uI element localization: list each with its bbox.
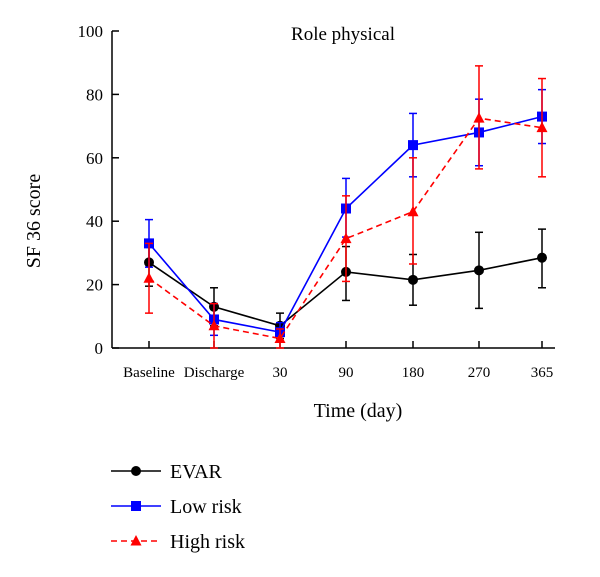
data-point <box>536 121 548 133</box>
x-tick-label: 30 <box>273 365 288 381</box>
y-tick-label: 40 <box>86 212 103 231</box>
data-point <box>143 272 155 283</box>
data-point <box>130 535 142 546</box>
y-axis-label: SF 36 score <box>23 174 45 269</box>
legend-item: Low risk <box>111 496 242 518</box>
data-point <box>340 232 352 244</box>
x-tick-label: 90 <box>339 365 354 381</box>
data-point <box>537 252 547 263</box>
x-tick-label: 365 <box>531 365 554 381</box>
x-tick-label: Baseline <box>123 365 175 381</box>
data-point <box>131 501 141 511</box>
legend-label: EVAR <box>170 461 223 483</box>
y-tick-label: 0 <box>95 339 104 358</box>
y-tick-label: 80 <box>86 85 103 104</box>
series-high-risk <box>143 65 548 349</box>
x-axis-label: Time (day) <box>314 400 403 422</box>
data-point <box>473 112 485 123</box>
data-point <box>274 332 286 343</box>
x-tick-label: Discharge <box>184 365 245 381</box>
plot-area <box>143 65 548 349</box>
legend-item: High risk <box>111 531 245 553</box>
y-tick-label: 60 <box>86 149 103 168</box>
legend-item: EVAR <box>111 461 223 483</box>
data-point <box>408 140 418 151</box>
x-tick-label: 270 <box>468 365 491 381</box>
data-point <box>474 265 484 276</box>
data-point <box>131 466 141 476</box>
y-axis: 0 20 40 60 80 100 <box>78 22 119 358</box>
legend: EVAR Low risk High risk <box>111 461 245 553</box>
legend-label: Low risk <box>170 496 242 518</box>
x-tick-label: 180 <box>402 365 425 381</box>
legend-label: High risk <box>170 531 245 553</box>
data-point <box>407 205 419 217</box>
data-point <box>208 319 220 331</box>
data-point <box>408 274 418 285</box>
y-tick-label: 20 <box>86 276 103 295</box>
y-tick-label: 100 <box>78 22 104 41</box>
chart-title: Role physical <box>291 24 395 45</box>
x-axis: Baseline Discharge 30 90 180 270 365 <box>112 341 555 381</box>
